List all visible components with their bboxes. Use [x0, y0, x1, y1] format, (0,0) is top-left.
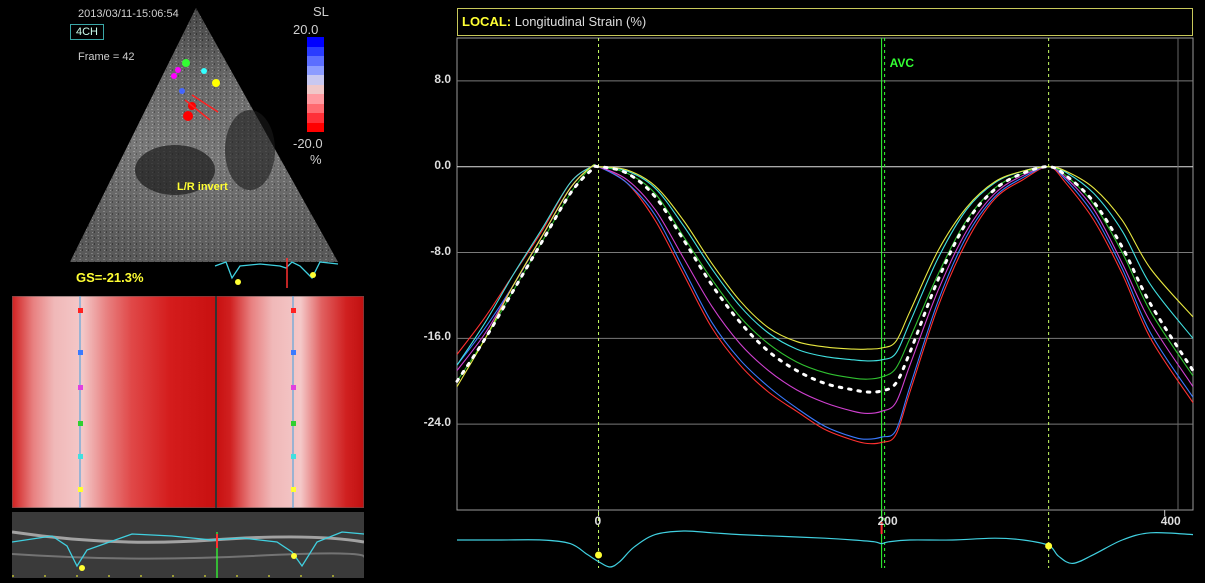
y-tick-label: -8.0	[430, 243, 451, 258]
colorbar-swatch	[307, 37, 324, 47]
view-badge: 4CH	[70, 24, 105, 40]
mmode-ecg-strip	[11, 512, 366, 578]
colorbar-swatch	[307, 46, 324, 56]
y-tick-label: -16.0	[423, 329, 451, 344]
frame-label: Frame = 42	[78, 51, 135, 63]
tracking-points	[171, 59, 220, 121]
chart-ecg	[457, 522, 1194, 568]
x-tick-label: 200	[877, 514, 898, 528]
y-tick-label: 8.0	[434, 71, 451, 86]
lr-invert-label: L/R invert	[177, 181, 228, 193]
average-strain-curve	[455, 164, 1195, 394]
colorbar-swatch	[307, 75, 324, 85]
echo-panel: 2013/03/11-15:06:54 4CH Frame = 42 L/R i…	[0, 0, 370, 290]
chart-grid	[456, 37, 1194, 568]
x-tick-label: 400	[1160, 514, 1181, 528]
strain-mmode-panel	[11, 295, 365, 509]
colorbar-swatch	[307, 94, 324, 104]
chart-title: Longitudinal Strain (%)	[514, 14, 647, 29]
y-tick-label: 0.0	[434, 157, 451, 172]
timestamp: 2013/03/11-15:06:54	[78, 8, 179, 20]
plot-frame	[456, 37, 1194, 511]
colorbar-swatch	[307, 103, 324, 113]
echo-image	[70, 8, 339, 288]
chart-title-prefix: LOCAL:	[462, 14, 512, 29]
segment-strain-curve	[456, 164, 1194, 415]
chart-series	[455, 163, 1195, 445]
colorbar-mode-label: SL	[313, 4, 329, 19]
segment-markers	[78, 308, 296, 492]
ecg-trace	[457, 530, 1194, 568]
avc-marker-label: AVC	[889, 56, 915, 70]
y-tick-label: -24.0	[423, 415, 451, 430]
segment-strain-curve	[456, 163, 1194, 382]
ecg-marker	[1045, 542, 1053, 550]
colorbar-min-label: -20.0	[293, 136, 323, 151]
colorbar	[307, 37, 324, 132]
segment-strain-curve	[456, 164, 1194, 445]
colorbar-unit-label: %	[310, 152, 322, 167]
colorbar-swatch	[307, 113, 324, 123]
colorbar-swatch	[307, 122, 324, 132]
colorbar-max-label: 20.0	[293, 22, 319, 37]
segment-strain-curve	[456, 163, 1194, 440]
colorbar-swatch	[307, 56, 324, 66]
global-strain-label: GS=-21.3%	[76, 270, 144, 285]
x-tick-label: 0	[594, 514, 602, 528]
ecg-marker	[595, 551, 603, 559]
colorbar-swatch	[307, 65, 324, 75]
strain-mmode-image	[11, 295, 365, 509]
chart-title-box: LOCAL: Longitudinal Strain (%)	[457, 8, 1193, 36]
colorbar-swatch	[307, 84, 324, 94]
